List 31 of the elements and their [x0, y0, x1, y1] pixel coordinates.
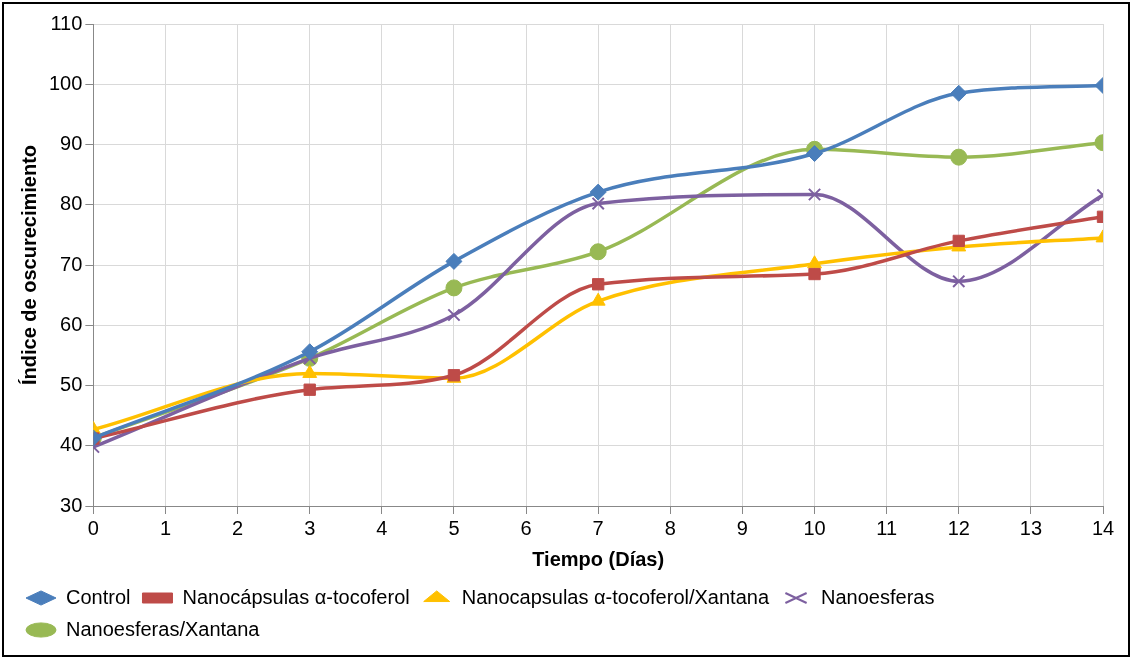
x-tick-label: 11 — [876, 516, 898, 539]
x-tick-label: 9 — [736, 516, 748, 539]
legend-label: Nanoesferas/Xantana — [66, 617, 261, 640]
legend-label: Nanoesferas — [821, 585, 935, 608]
x-tick-label: 2 — [232, 516, 244, 539]
x-tick-label: 6 — [520, 516, 532, 539]
x-axis-title: Tiempo (Días) — [532, 547, 665, 570]
x-tick-label: 13 — [1019, 516, 1043, 539]
legend-label: Nanocápsulas α-tocoferol — [182, 585, 410, 608]
x-tick-label: 10 — [803, 516, 826, 539]
x-tick-label: 8 — [664, 516, 676, 539]
x-tick-label: 3 — [304, 516, 316, 539]
legend-label: Nanocapsulas α-tocoferol/Xantana — [461, 585, 770, 608]
y-tick-label: 60 — [60, 312, 83, 335]
legend-label: Control — [66, 585, 131, 608]
x-tick-label: 12 — [947, 516, 970, 539]
y-tick-label: 100 — [48, 71, 83, 94]
y-tick-label: 50 — [60, 373, 83, 396]
y-tick-label: 30 — [60, 493, 83, 516]
y-tick-label: 80 — [60, 192, 83, 215]
y-axis-title: Índice de oscurecimiento — [17, 144, 40, 386]
x-tick-label: 7 — [592, 516, 604, 539]
x-tick-label: 5 — [448, 516, 460, 539]
y-tick-label: 40 — [60, 433, 83, 456]
x-tick-label: 1 — [159, 516, 172, 539]
y-tick-label: 70 — [60, 252, 83, 275]
x-tick-label: 0 — [87, 516, 99, 539]
x-tick-label: 14 — [1091, 516, 1115, 539]
y-tick-label: 90 — [60, 132, 83, 155]
x-tick-label: 4 — [376, 516, 388, 539]
y-tick-label: 110 — [50, 11, 83, 34]
